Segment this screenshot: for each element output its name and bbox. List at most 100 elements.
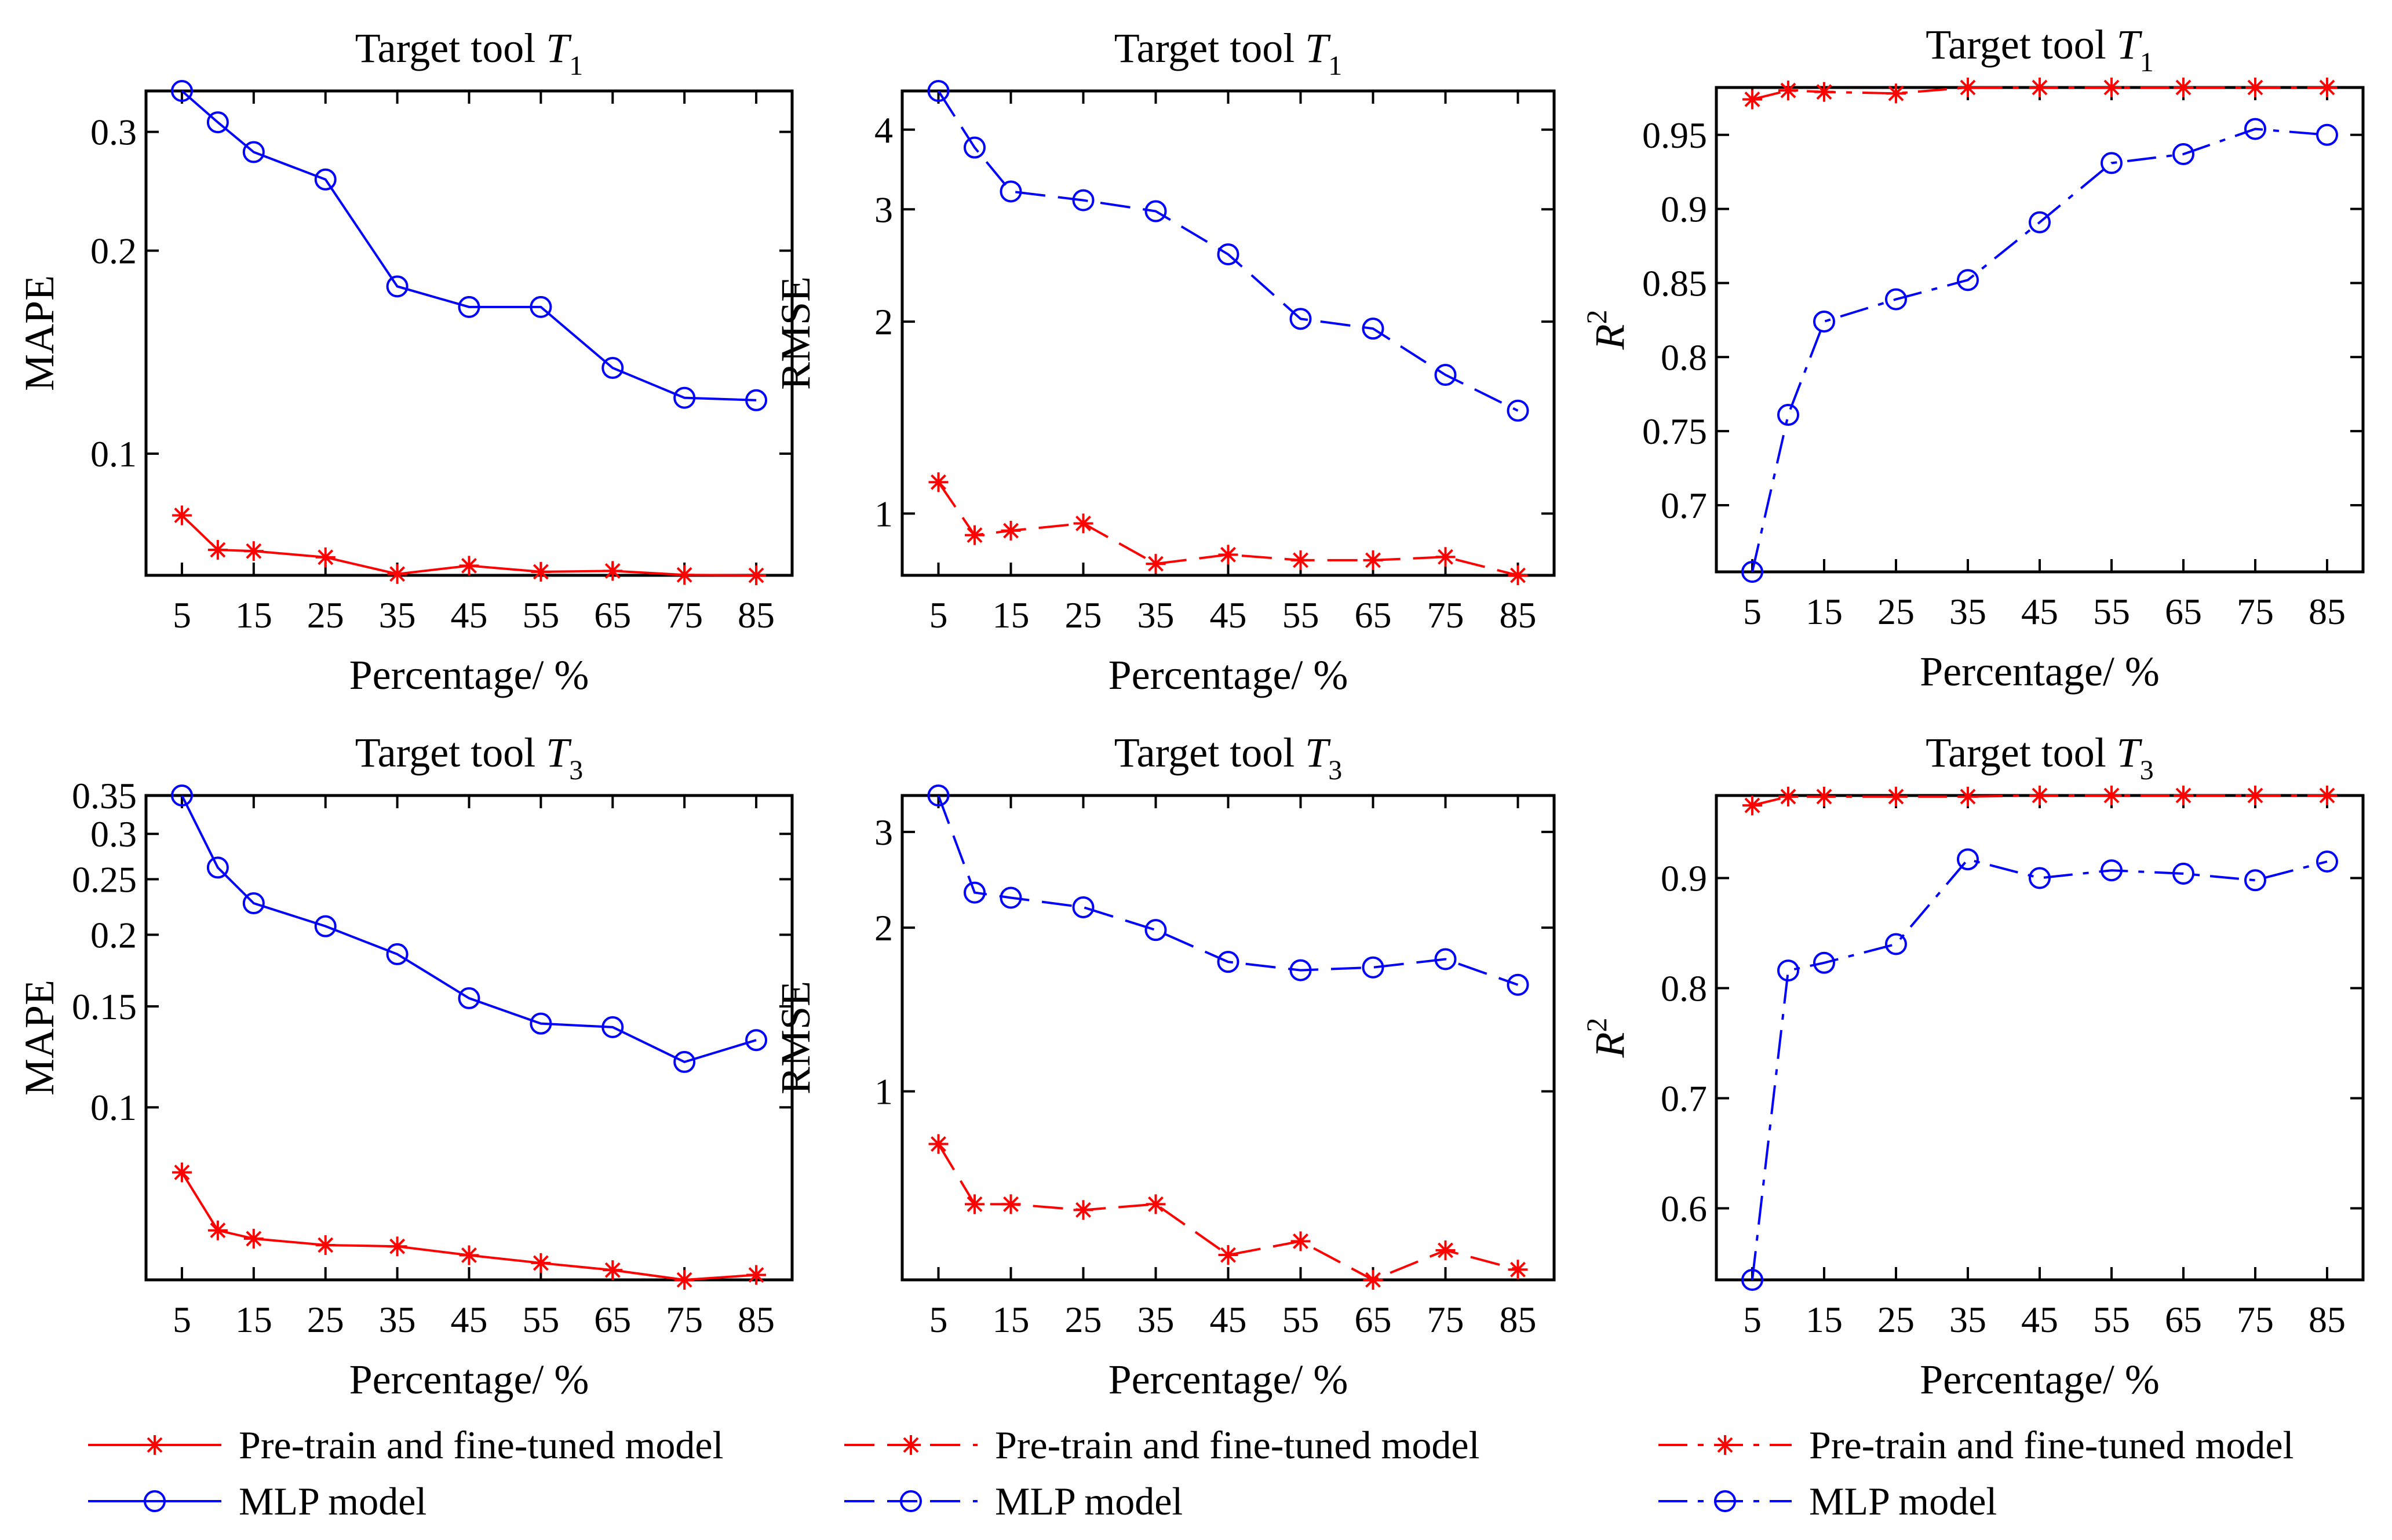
x-tick-label: 35 bbox=[1137, 1299, 1175, 1340]
x-tick-label: 35 bbox=[379, 594, 416, 636]
y-tick-label: 0.7 bbox=[1661, 1078, 1707, 1119]
chart-title-var: T bbox=[2117, 21, 2143, 68]
data-point-star bbox=[1814, 82, 1834, 102]
data-point-circle bbox=[964, 136, 986, 159]
y-tick-label: 0.1 bbox=[90, 433, 137, 475]
x-tick-label: 55 bbox=[1282, 1299, 1319, 1340]
data-point-star bbox=[965, 1194, 984, 1214]
x-tick-label: 85 bbox=[2309, 1299, 2346, 1340]
y-axis-label-text: RMSE bbox=[772, 276, 819, 390]
data-point-circle bbox=[745, 389, 768, 411]
x-tick-label: 75 bbox=[2237, 1299, 2274, 1340]
chart-title-prefix: Target tool bbox=[1114, 25, 1306, 71]
data-point-star bbox=[1290, 1231, 1311, 1251]
data-point-circle bbox=[1741, 561, 1763, 583]
pretrain-line bbox=[937, 1143, 1519, 1282]
x-tick-label: 25 bbox=[1065, 594, 1102, 636]
pretrain-series bbox=[1742, 78, 2337, 110]
y-axis-label: RMSE bbox=[772, 981, 819, 1094]
plot-frame bbox=[1715, 86, 2365, 574]
data-point-star bbox=[2174, 786, 2193, 805]
data-point-circle bbox=[2244, 118, 2266, 140]
x-tick-label: 65 bbox=[2165, 591, 2202, 632]
data-point-circle bbox=[2172, 143, 2194, 166]
mlp-line bbox=[937, 90, 1519, 412]
data-point-star bbox=[459, 1245, 479, 1265]
x-tick-label: 75 bbox=[2237, 591, 2274, 632]
chart-title-var: T bbox=[546, 25, 572, 71]
data-point-star bbox=[746, 565, 767, 585]
data-point-star bbox=[746, 1265, 767, 1285]
legend-3: Pre-train and fine-tuned model MLP model bbox=[1658, 1423, 2294, 1523]
x-tick-label: 65 bbox=[594, 594, 631, 636]
data-point-circle bbox=[1813, 310, 1835, 333]
y-tick-label: 1 bbox=[874, 1071, 893, 1112]
x-tick-label: 85 bbox=[1500, 1299, 1537, 1340]
data-point-star bbox=[1814, 786, 1834, 807]
plot-frame bbox=[144, 89, 794, 577]
pretrain-line bbox=[181, 514, 757, 576]
panel-6: 0.6 0.7 0.8 0.9 5 15 25 35 45 55 65 75 85 Target tool… bbox=[1580, 729, 2365, 1403]
pretrain-series bbox=[172, 1162, 767, 1290]
data-point-star bbox=[2102, 78, 2121, 97]
y-tick-label: 0.25 bbox=[72, 859, 137, 900]
data-point-star bbox=[2030, 78, 2050, 97]
y-tick-label: 0.95 bbox=[1642, 115, 1707, 156]
data-point-circle bbox=[1000, 886, 1022, 909]
y-axis-label: MAPE bbox=[16, 980, 63, 1096]
data-point-star bbox=[603, 561, 623, 581]
chart-title-prefix: Target tool bbox=[355, 25, 546, 71]
pretrain-line bbox=[1752, 86, 2327, 101]
data-point-circle bbox=[1362, 956, 1384, 979]
y-axis-label-text: RMSE bbox=[772, 981, 819, 1094]
y-tick-label: 0.7 bbox=[1661, 485, 1707, 526]
plot-frame bbox=[144, 794, 794, 1282]
x-tick-label: 85 bbox=[2309, 591, 2346, 632]
chart-title: Target tool T3 bbox=[1926, 729, 2154, 786]
x-tick-label: 5 bbox=[929, 594, 948, 636]
x-axis-label: Percentage/ % bbox=[1109, 1356, 1348, 1403]
data-point-star bbox=[1001, 1194, 1021, 1214]
legend-label: Pre-train and fine-tuned model bbox=[1809, 1423, 2294, 1467]
data-point-star bbox=[1363, 1270, 1383, 1290]
chart-title-prefix: Target tool bbox=[355, 729, 546, 776]
data-point-circle bbox=[1217, 243, 1239, 265]
y-axis-label-text: R bbox=[1587, 324, 1633, 351]
chart-title-prefix: Target tool bbox=[1926, 21, 2117, 68]
y-axis-label: R2 bbox=[1580, 310, 1633, 351]
data-point-star bbox=[928, 1134, 949, 1154]
y-axis-label-text: R bbox=[1587, 1032, 1633, 1059]
data-point-circle bbox=[206, 111, 229, 134]
x-tick-label: 15 bbox=[235, 1299, 272, 1340]
y-axis-label-sup: 2 bbox=[1580, 310, 1613, 324]
data-point-circle bbox=[1957, 269, 1979, 291]
x-tick-label: 75 bbox=[666, 1299, 703, 1340]
data-point-star bbox=[603, 1260, 623, 1280]
x-tick-label: 45 bbox=[1210, 594, 1247, 636]
x-tick-label: 5 bbox=[1743, 1299, 1762, 1340]
data-point-star bbox=[1001, 520, 1021, 541]
data-point-star bbox=[1435, 1240, 1456, 1260]
panel-1: 0.1 0.2 0.3 5 15 25 35 45 55 65 75 85 Target tool T1… bbox=[16, 25, 794, 698]
x-tick-label: 55 bbox=[522, 594, 559, 636]
data-point-star bbox=[1073, 1200, 1093, 1220]
data-point-star bbox=[2102, 786, 2121, 805]
legend-marker-circle bbox=[900, 1490, 922, 1512]
x-tick-label: 25 bbox=[1065, 1299, 1102, 1340]
data-point-circle bbox=[1885, 288, 1907, 311]
data-point-circle bbox=[242, 892, 265, 915]
y-axis-label: MAPE bbox=[16, 275, 63, 391]
x-tick-label: 65 bbox=[1355, 1299, 1392, 1340]
legend-label: Pre-train and fine-tuned model bbox=[995, 1423, 1480, 1467]
legend-1: Pre-train and fine-tuned model MLP model bbox=[88, 1423, 724, 1523]
data-point-star bbox=[243, 541, 264, 561]
legend-marker-circle bbox=[1714, 1490, 1736, 1512]
data-point-star bbox=[1146, 554, 1166, 574]
data-point-circle bbox=[1777, 959, 1799, 982]
y-axis-label-text: MAPE bbox=[16, 980, 63, 1096]
x-tick-label: 15 bbox=[993, 594, 1030, 636]
pretrain-series bbox=[1742, 786, 2337, 816]
data-point-star bbox=[1435, 547, 1456, 567]
data-point-star bbox=[1778, 786, 1798, 807]
y-tick-label: 0.15 bbox=[72, 986, 137, 1027]
